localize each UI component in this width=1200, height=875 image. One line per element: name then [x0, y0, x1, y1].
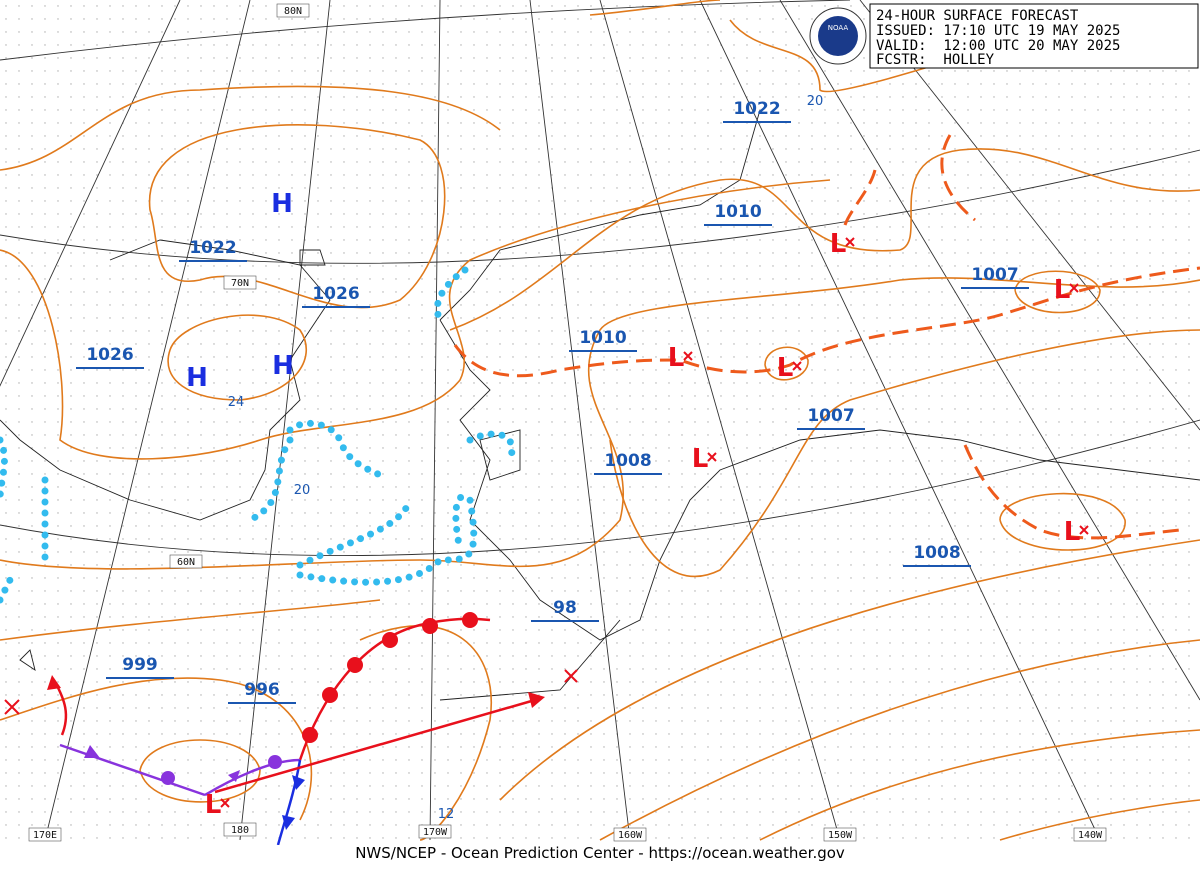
isobar-label: 999 — [122, 655, 158, 675]
logo-text: NOAA — [828, 24, 849, 32]
header-line: 24-HOUR SURFACE FORECAST — [876, 8, 1079, 24]
track-arrowhead — [47, 675, 61, 690]
graticule-labels: 80N 70N 60N 170E 180 170W 160W 150W 140W — [28, 3, 1107, 842]
graticule-label-box — [823, 827, 857, 842]
graticule-label-box — [223, 275, 257, 290]
low-x — [707, 452, 717, 462]
high-center: H — [186, 363, 208, 393]
low-center: L — [1064, 517, 1081, 547]
high-center: H — [271, 189, 293, 219]
low-center: L — [205, 790, 222, 820]
header-line: ISSUED: 17:10 UTC 19 MAY 2025 — [876, 23, 1120, 39]
pressure-centers: H H H L L L L L L L — [186, 189, 1089, 820]
precip-areas — [0, 266, 516, 604]
isobar-label: 1008 — [604, 451, 651, 471]
low-x — [845, 237, 855, 247]
graticule-label: 140W — [1078, 830, 1103, 841]
isobar-label: 1007 — [971, 265, 1018, 285]
cold-front-symbols — [282, 775, 305, 830]
low-center: L — [830, 229, 847, 259]
isobars — [0, 0, 1200, 841]
header: NOAA 24-HOUR SURFACE FORECAST ISSUED: 17… — [809, 3, 1199, 69]
header-line: FCSTR: HOLLEY — [876, 52, 995, 68]
graticule-label: 60N — [177, 557, 195, 568]
logo-inner — [818, 16, 858, 56]
fronts — [4, 612, 578, 846]
low-center: L — [1054, 275, 1071, 305]
troughs — [453, 134, 1200, 540]
grid-background — [0, 0, 1200, 845]
contour-label: 12 — [438, 807, 455, 822]
low-center: L — [668, 343, 685, 373]
contour-label: 20 — [807, 94, 824, 109]
graticule-label: 80N — [284, 6, 302, 17]
isobar-label: 1026 — [312, 284, 359, 304]
graticule-label-box — [276, 3, 310, 18]
high-center: H — [272, 351, 294, 381]
graticule-label-box — [169, 554, 203, 569]
isobar-label: 98 — [553, 598, 577, 618]
low-center: L — [692, 444, 709, 474]
low-x — [1069, 283, 1079, 293]
graticule-label-box — [418, 824, 452, 839]
footer: NWS/NCEP - Ocean Prediction Center - htt… — [355, 844, 845, 862]
occluded-symbols — [84, 745, 282, 785]
graticule-label: 170E — [33, 830, 57, 841]
track-arrowhead — [528, 692, 545, 708]
pressure-labels: 1022 1010 1007 1010 1022 1026 1026 1008 1007 1008… — [76, 94, 1029, 822]
footer-bg — [0, 845, 1200, 875]
coastlines — [0, 109, 1200, 701]
header-line: VALID: 12:00 UTC 20 MAY 2025 — [876, 38, 1120, 54]
graticule-label: 150W — [828, 830, 853, 841]
graticule — [0, 0, 1200, 841]
low-x — [220, 798, 230, 808]
header-box — [869, 3, 1199, 69]
forecast-position — [4, 669, 578, 715]
graticule-label: 160W — [618, 830, 643, 841]
graticule-label-box — [223, 822, 257, 837]
graticule-label-box — [28, 827, 62, 842]
graticule-label: 180 — [231, 825, 249, 836]
isobar-label: 1008 — [913, 543, 960, 563]
isobar-label: 1022 — [189, 238, 236, 258]
graticule-label-box — [613, 827, 647, 842]
track-arrow — [214, 698, 536, 794]
isobar-label: 1026 — [86, 345, 133, 365]
low-x — [683, 351, 693, 361]
isobar-label: 1010 — [579, 328, 626, 348]
low-x — [792, 361, 802, 371]
graticule-label: 170W — [423, 827, 448, 838]
isobar-label: 1007 — [807, 406, 854, 426]
low-center: L — [777, 353, 794, 383]
occluded-front — [59, 743, 301, 797]
contour-label: 24 — [228, 395, 245, 410]
isobar-label: 1010 — [714, 202, 761, 222]
isobar-label: 996 — [244, 680, 280, 700]
graticule-label: 70N — [231, 278, 249, 289]
low-x — [1079, 525, 1089, 535]
contour-label: 20 — [294, 483, 311, 498]
warm-front-symbols — [302, 612, 478, 743]
isobar-label: 1022 — [733, 99, 780, 119]
graticule-label-box — [1073, 827, 1107, 842]
